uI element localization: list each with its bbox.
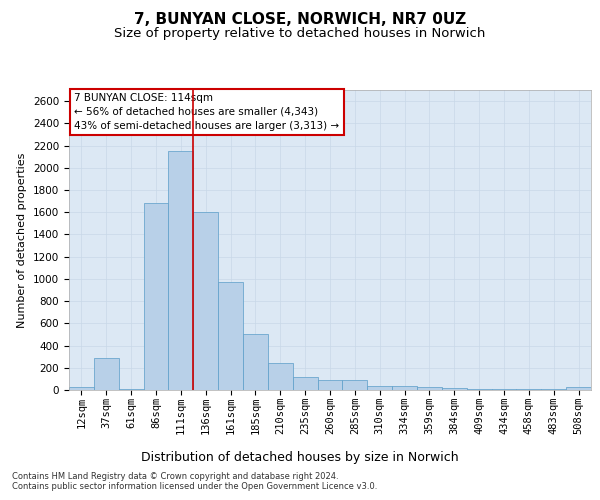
Bar: [467, 389, 491, 390]
Bar: [143, 204, 169, 390]
Bar: [392, 386, 417, 390]
Bar: [268, 364, 293, 390]
Text: Contains public sector information licensed under the Open Government Licence v3: Contains public sector information licen…: [12, 482, 377, 491]
Bar: [367, 386, 392, 390]
Bar: [243, 334, 268, 390]
Bar: [293, 377, 317, 390]
Bar: [417, 387, 442, 390]
Text: Contains HM Land Registry data © Crown copyright and database right 2024.: Contains HM Land Registry data © Crown c…: [12, 472, 338, 481]
Y-axis label: Number of detached properties: Number of detached properties: [17, 152, 28, 328]
Bar: [193, 212, 218, 390]
Text: Distribution of detached houses by size in Norwich: Distribution of detached houses by size …: [141, 451, 459, 464]
Bar: [317, 380, 343, 390]
Bar: [566, 387, 591, 390]
Text: 7 BUNYAN CLOSE: 114sqm
← 56% of detached houses are smaller (4,343)
43% of semi-: 7 BUNYAN CLOSE: 114sqm ← 56% of detached…: [74, 93, 340, 131]
Bar: [442, 388, 467, 390]
Text: Size of property relative to detached houses in Norwich: Size of property relative to detached ho…: [115, 28, 485, 40]
Bar: [343, 380, 367, 390]
Bar: [69, 386, 94, 390]
Bar: [94, 358, 119, 390]
Bar: [218, 282, 243, 390]
Text: 7, BUNYAN CLOSE, NORWICH, NR7 0UZ: 7, BUNYAN CLOSE, NORWICH, NR7 0UZ: [134, 12, 466, 28]
Bar: [169, 151, 193, 390]
